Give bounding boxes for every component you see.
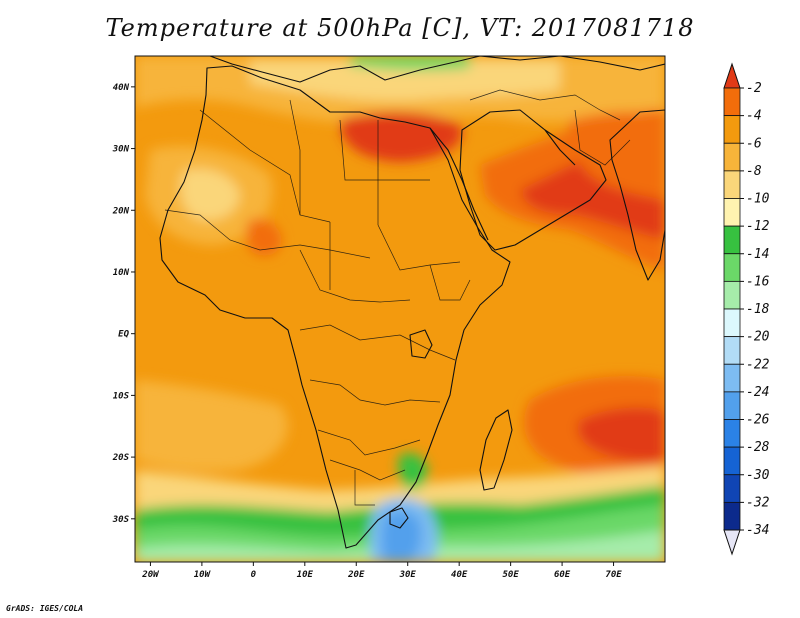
- border-equatorial: [299, 324, 456, 361]
- colorbar-swatch-3: [723, 170, 741, 199]
- colorbar-label-12: -26: [746, 413, 770, 428]
- x-tick-label-8: 60E: [554, 570, 571, 580]
- coastline-india: [609, 109, 665, 281]
- colorbar-label-8: -18: [746, 302, 770, 317]
- colorbar-label-15: -32: [746, 495, 770, 510]
- x-axis: 20W 10W 0 10E 20E 30E 40E 50E 60E 70E: [141, 562, 622, 580]
- y-tick-label-3: 10N: [113, 268, 130, 278]
- field-indian-ocean-core: [577, 407, 665, 462]
- x-tick-label-5: 30E: [399, 570, 417, 580]
- x-tick-label-1: 10W: [194, 570, 212, 580]
- field-southern-pale-green: [135, 530, 665, 562]
- colorbar-swatch-7: [723, 280, 741, 310]
- y-tick-label-0: 40N: [113, 83, 130, 93]
- colorbar-label-3: -8: [746, 164, 762, 179]
- colorbar-label-0: -2: [746, 81, 762, 96]
- border-southern-2: [354, 470, 375, 506]
- x-tick-label-2: 0: [251, 570, 257, 580]
- border-north-africa-1: [199, 109, 331, 223]
- colorbar-label-9: -20: [746, 330, 770, 345]
- field-south-atlantic-cool: [135, 380, 288, 472]
- x-tick-label-3: 10E: [297, 570, 314, 580]
- y-tick-label-1: 30N: [112, 145, 130, 155]
- border-southern-1: [329, 459, 406, 481]
- coastline-arabia: [459, 109, 607, 251]
- coastline-africa: [159, 65, 511, 549]
- plot-frame: [134, 55, 666, 563]
- border-north-africa-3: [339, 119, 379, 225]
- field-south-africa-cold-core: [381, 510, 422, 562]
- border-east-africa: [429, 264, 471, 301]
- border-central-1: [299, 249, 411, 303]
- coastlines: [159, 56, 665, 549]
- field-mozambique-green: [398, 453, 428, 490]
- field-egypt-warm: [340, 112, 462, 162]
- colorbar-label-1: -4: [746, 109, 762, 124]
- lake-victoria: [409, 329, 433, 359]
- colorbar: -2 -4 -6 -8 -10 -12 -14 -16 -18 -20 -22 -24 -26 -28 -3…: [723, 62, 770, 556]
- colorbar-swatch-0: [723, 87, 741, 117]
- country-borders: [164, 89, 631, 506]
- colorbar-swatch-5: [723, 225, 741, 255]
- colorbar-swatch-1: [723, 115, 741, 144]
- coastline-gulf: [544, 129, 576, 166]
- colorbar-bottom-triangle: [723, 529, 741, 556]
- y-axis: 40N 30N 20N 10N EQ 10S 20S 30S: [112, 83, 135, 525]
- y-tick-label-6: 20S: [112, 453, 130, 463]
- colorbar-label-5: -12: [746, 219, 770, 234]
- colorbar-label-16: -34: [746, 523, 769, 538]
- border-south-central-1: [309, 379, 441, 406]
- y-tick-label-4: EQ: [118, 330, 129, 340]
- colorbar-swatch-4: [723, 198, 741, 227]
- colorbar-swatch-13: [723, 446, 741, 476]
- colorbar-label-2: -6: [746, 136, 762, 151]
- field-sahel-warm: [246, 218, 282, 256]
- colorbar-label-7: -16: [746, 274, 770, 289]
- colorbar-swatch-11: [723, 391, 741, 420]
- field-india-warm: [568, 111, 665, 200]
- border-north-africa-4: [377, 120, 430, 181]
- border-central-3: [377, 224, 461, 271]
- y-tick-label-2: 20N: [112, 206, 130, 216]
- x-tick-label-7: 50E: [502, 570, 519, 580]
- y-tick-label-7: 30S: [112, 515, 130, 525]
- colorbar-swatch-12: [723, 419, 741, 448]
- colorbar-label-6: -14: [746, 247, 769, 262]
- colorbar-swatch-9: [723, 336, 741, 365]
- colorbar-label-10: -22: [746, 357, 770, 372]
- colorbar-swatch-2: [723, 142, 741, 172]
- x-tick-label-6: 40E: [451, 570, 468, 580]
- field-mediterranean-cool: [250, 60, 560, 101]
- x-tick-label-0: 20W: [141, 570, 160, 580]
- field-north-edge-green: [350, 56, 470, 71]
- colorbar-swatch-15: [723, 501, 741, 531]
- grads-credit: GrADS: IGES/COLA: [6, 604, 84, 613]
- border-middle-east: [469, 89, 621, 121]
- colorbar-label-4: -10: [746, 192, 770, 207]
- x-tick-label-4: 20E: [347, 570, 365, 580]
- border-north-africa-2: [289, 99, 301, 215]
- field-west-sahara-yellow: [180, 168, 240, 221]
- colorbar-swatch-6: [723, 253, 741, 282]
- border-iran-pakistan: [574, 109, 631, 166]
- y-tick-label-5: 10S: [113, 391, 130, 401]
- colorbar-swatch-14: [723, 474, 741, 503]
- temperature-field: [135, 56, 665, 562]
- colorbar-swatch-10: [723, 363, 741, 393]
- lesotho-outline: [389, 507, 409, 529]
- coastline-europe: [209, 56, 665, 83]
- chart-title: Temperature at 500hPa [C], VT: 201708171…: [105, 14, 695, 42]
- border-south-central-2: [317, 429, 421, 456]
- x-tick-label-9: 70E: [605, 570, 622, 580]
- colorbar-swatch-8: [723, 308, 741, 338]
- coastline-madagascar: [479, 409, 513, 491]
- colorbar-top-triangle: [723, 62, 741, 89]
- colorbar-label-11: -24: [746, 385, 769, 400]
- colorbar-label-14: -30: [746, 468, 770, 483]
- coastline-red-sea: [429, 127, 489, 241]
- colorbar-label-13: -28: [746, 440, 770, 455]
